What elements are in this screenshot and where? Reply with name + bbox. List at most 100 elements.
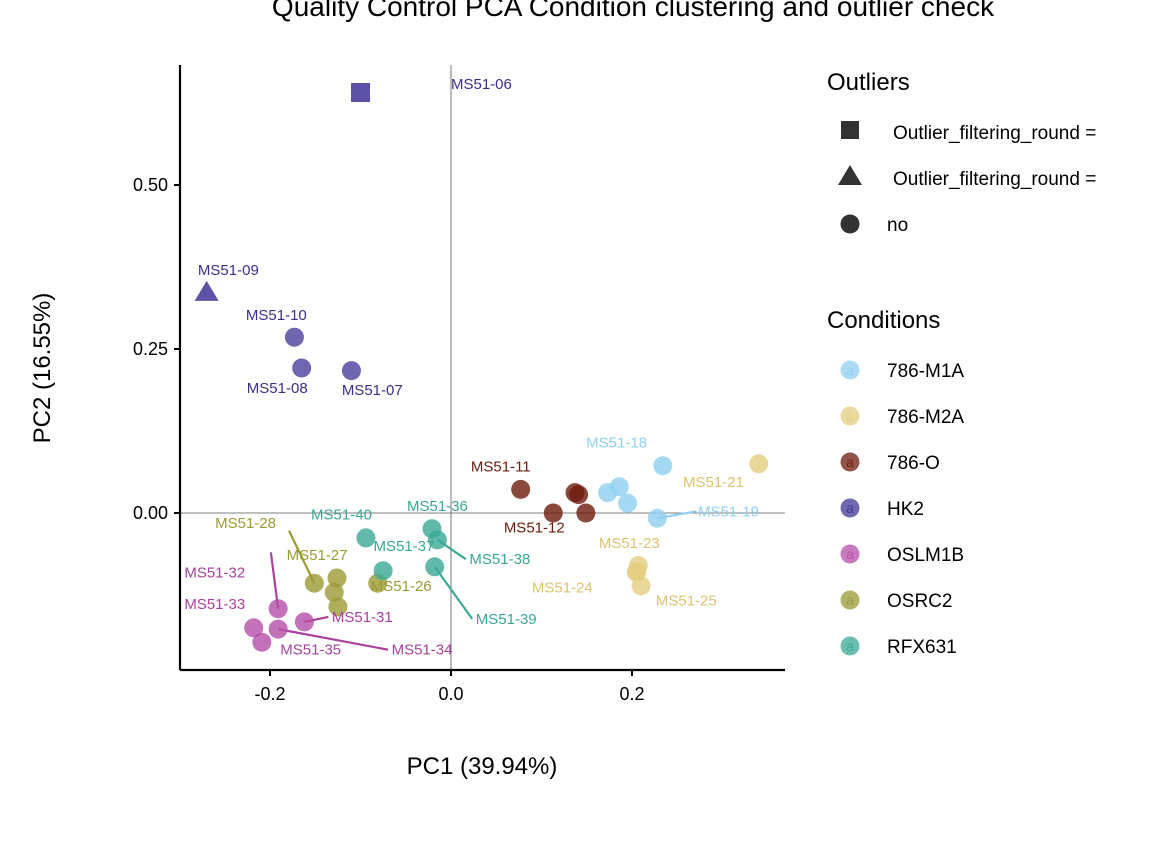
point-label: MS51-07: [342, 382, 403, 399]
data-point-ms51-07: [341, 361, 361, 381]
data-point-ms51-29: [324, 582, 344, 602]
legend-outliers-item-square: Outlier_filtering_round =: [893, 123, 1102, 144]
point-label: MS51-28: [215, 515, 276, 532]
leader-line: [288, 530, 316, 584]
legend-swatch-glyph: a: [846, 408, 854, 424]
legend-condition-label: 786-M2A: [887, 407, 964, 428]
point-label: MS51-35: [280, 642, 341, 659]
legend-condition-label: 786-O: [887, 453, 940, 474]
legend-outliers: Outliers Outlier_filtering_round = Outli…: [827, 69, 1102, 236]
point-label: MS51-36: [407, 498, 468, 515]
chart-title: Quality Control PCA Condition clustering…: [272, 0, 995, 22]
point-label: MS51-34: [392, 642, 453, 659]
legend-condition-item: a OSLM1B: [840, 544, 964, 566]
data-point-ms51-34: [268, 619, 288, 639]
data-point-ms51-35: [252, 632, 272, 652]
data-point-ms51-40: [356, 528, 376, 548]
legend-swatch-icon: [840, 636, 860, 656]
legend-swatch-icon: [840, 544, 860, 564]
point-label: MS51-19: [698, 503, 759, 520]
legend-swatch-glyph: a: [846, 500, 854, 516]
legend-triangle-icon: [838, 165, 862, 185]
point-label: MS51-25: [656, 592, 717, 609]
point-label: MS51-09: [198, 262, 259, 279]
data-point-ms51-37: [373, 561, 393, 581]
legend-swatch-glyph: a: [846, 546, 854, 562]
point-label: MS51-32: [184, 564, 245, 581]
data-point-ms51-21: [749, 454, 769, 474]
legend-swatch-icon: [840, 590, 860, 610]
legend-swatch-glyph: a: [846, 454, 854, 470]
data-point-ms51-32: [268, 599, 288, 619]
point-label: MS51-11: [471, 459, 531, 476]
point-label: MS51-38: [469, 551, 530, 568]
data-point-ms51-15: [576, 503, 596, 523]
legend-condition-item: a OSRC2: [840, 590, 952, 612]
legend-outliers-item-no: no: [887, 215, 908, 236]
data-point-ms51-11: [511, 479, 531, 499]
data-point-ms51-18: [653, 456, 673, 476]
y-tick-label: 0.25: [133, 339, 168, 359]
legend-swatch-glyph: a: [846, 638, 854, 654]
legend-swatch-glyph: a: [846, 592, 854, 608]
point-label: MS51-26: [371, 578, 432, 595]
leader-line: [433, 566, 474, 620]
legend-condition-item: a HK2: [840, 498, 924, 520]
legend-outliers-title: Outliers: [827, 69, 910, 96]
legend-condition-item: a 786-O: [840, 452, 940, 474]
data-point-ms51-28: [304, 573, 324, 593]
legend-swatch-icon: [840, 498, 860, 518]
x-tick-label: 0.2: [619, 684, 644, 704]
data-point-ms51-19: [647, 508, 667, 528]
data-point-ms51-14: [569, 485, 589, 505]
y-axis-title: PC2 (16.55%): [29, 293, 56, 444]
y-tick-label: 0.00: [133, 503, 168, 523]
data-point-ms51-06: [351, 83, 370, 103]
point-label: MS51-40: [311, 507, 372, 524]
legend-condition-label: RFX631: [887, 637, 957, 658]
y-axis-ticks: 0.00 0.25 0.50: [133, 175, 180, 523]
legend-swatch-icon: [840, 452, 860, 472]
point-label: MS51-23: [599, 535, 660, 552]
data-point-ms51-33: [244, 618, 264, 638]
point-label: MS51-33: [184, 596, 245, 613]
data-point-ms51-10: [284, 327, 304, 347]
data-points: [194, 83, 769, 652]
x-axis-title: PC1 (39.94%): [407, 753, 558, 780]
legend-condition-label: OSRC2: [887, 591, 952, 612]
legend-conditions-title: Conditions: [827, 307, 940, 334]
point-label: MS51-12: [504, 520, 565, 537]
data-point-ms51-27: [327, 568, 347, 588]
data-point-ms51-12: [543, 503, 563, 523]
point-label: MS51-31: [332, 609, 393, 626]
data-point-ms51-20: [617, 493, 637, 513]
data-point-ms51-25: [631, 576, 651, 596]
legend-condition-label: 786-M1A: [887, 361, 964, 382]
data-point-ms51-17: [609, 477, 629, 497]
x-tick-label: 0.0: [438, 684, 463, 704]
data-point-ms51-08: [292, 358, 312, 378]
legend-circle-icon: [840, 214, 860, 234]
legend-condition-label: HK2: [887, 499, 924, 520]
data-point-ms51-30: [328, 597, 348, 617]
legend-condition-item: a 786-M1A: [840, 360, 964, 382]
point-label: MS51-08: [247, 380, 308, 397]
point-label: MS51-21: [683, 474, 744, 491]
x-axis-ticks: -0.2 0.0 0.2: [254, 670, 645, 704]
point-label: MS51-06: [451, 76, 512, 93]
legend-swatch-icon: [840, 360, 860, 380]
point-label: MS51-18: [586, 434, 647, 451]
legend-conditions: Conditions a 786-M1A a 786-M2A a 786-O a HK2 a OS…: [827, 307, 964, 658]
leader-line: [277, 628, 389, 651]
legend-condition-item: a RFX631: [840, 636, 957, 658]
data-point-ms51-09: [194, 280, 219, 301]
data-point-ms51-39: [425, 557, 445, 577]
point-label: MS51-37: [374, 538, 435, 555]
data-point-ms51-31: [294, 612, 314, 632]
data-point-ms51-38: [427, 530, 447, 550]
legend-condition-item: a 786-M2A: [840, 406, 964, 428]
x-tick-label: -0.2: [254, 684, 285, 704]
point-label: MS51-10: [246, 307, 307, 324]
legend-swatch-glyph: a: [846, 362, 854, 378]
